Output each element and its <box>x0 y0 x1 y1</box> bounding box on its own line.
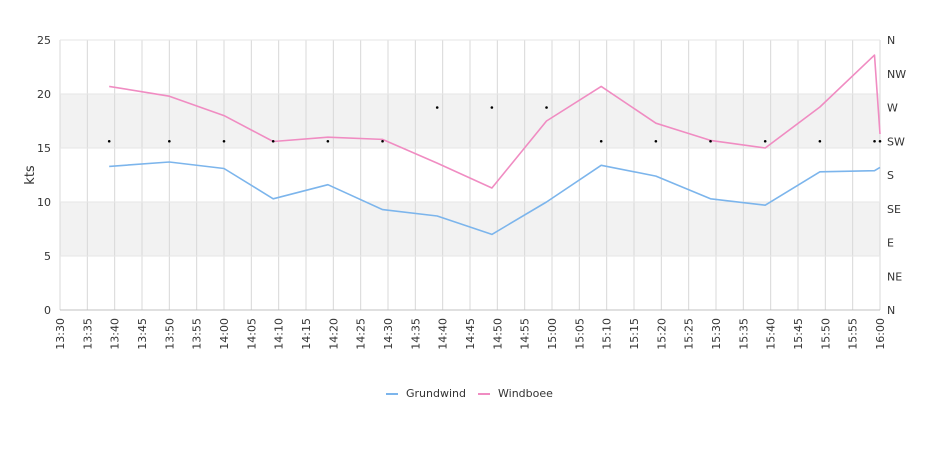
x-tick-label: 13:40 <box>109 318 122 350</box>
series-line-windboee <box>109 54 881 189</box>
direction-point <box>490 106 494 109</box>
x-tick-label: 13:45 <box>136 318 149 350</box>
x-tick-label: 15:10 <box>601 318 614 350</box>
y-tick-label: 5 <box>44 250 51 263</box>
y-tick-label: 25 <box>37 34 51 47</box>
direction-point <box>818 139 822 143</box>
direction-point <box>545 106 548 109</box>
direction-tick-label: N <box>887 304 895 317</box>
direction-point <box>168 139 171 143</box>
direction-tick-label: E <box>887 237 894 250</box>
x-tick-label: 14:00 <box>218 318 231 350</box>
y-tick-label: 15 <box>37 142 51 155</box>
direction-point <box>107 139 111 143</box>
direction-tick-label: SW <box>887 135 905 148</box>
x-tick-label: 14:40 <box>437 318 450 350</box>
direction-tick-label: N <box>887 34 895 47</box>
direction-point <box>222 139 226 143</box>
x-tick-label: 15:20 <box>655 318 668 350</box>
x-tick-label: 13:30 <box>54 318 67 350</box>
x-axis: 13:30 13:35 13:40 13:45 13:50 13:55 14:00 14:05… <box>54 318 887 350</box>
x-tick-label: 15:50 <box>819 318 832 350</box>
x-tick-label: 16:00 <box>874 318 887 350</box>
direction-tick-label: SE <box>887 203 901 216</box>
x-tick-label: 14:35 <box>409 318 422 350</box>
x-tick-label: 15:15 <box>628 318 641 350</box>
legend[interactable]: Grundwind Windboee <box>386 387 553 400</box>
direction-point <box>709 139 712 143</box>
y-tick-label: 0 <box>44 304 51 317</box>
direction-point <box>599 139 603 143</box>
direction-point <box>763 139 767 143</box>
x-tick-label: 14:55 <box>519 318 532 350</box>
legend-label: Grundwind <box>406 387 466 400</box>
series-lines <box>109 54 881 236</box>
x-tick-label: 14:20 <box>327 318 340 350</box>
direction-points <box>107 106 882 143</box>
x-tick-label: 15:35 <box>737 318 750 350</box>
x-tick-label: 15:40 <box>765 318 778 350</box>
x-tick-label: 15:00 <box>546 318 559 350</box>
direction-tick-label: W <box>887 102 898 115</box>
direction-point <box>654 139 658 143</box>
y-axis-label: kts <box>23 165 38 185</box>
direction-point <box>435 106 439 109</box>
x-tick-label: 14:25 <box>355 318 368 350</box>
y-axis-left: 0 5 10 15 20 25 <box>37 34 51 317</box>
x-tick-label: 15:45 <box>792 318 805 350</box>
y-axis-right-direction: N NE E SE S SW W NW N <box>887 34 906 317</box>
x-tick-label: 14:50 <box>491 318 504 350</box>
series-line-grundwind <box>109 161 881 236</box>
y-tick-label: 10 <box>37 196 51 209</box>
x-tick-label: 14:05 <box>245 318 258 350</box>
x-tick-label: 15:05 <box>573 318 586 350</box>
direction-point <box>873 139 876 143</box>
y-tick-label: 20 <box>37 88 51 101</box>
x-tick-label: 14:15 <box>300 318 313 350</box>
x-tick-label: 15:25 <box>683 318 696 350</box>
x-tick-label: 15:55 <box>847 318 860 350</box>
x-tick-label: 13:35 <box>81 318 94 350</box>
grid-lines <box>59 39 881 311</box>
legend-label: Windboee <box>498 387 553 400</box>
direction-tick-label: S <box>887 169 894 182</box>
direction-tick-label: NW <box>887 68 906 81</box>
x-tick-label: 14:30 <box>382 318 395 350</box>
direction-tick-label: NE <box>887 270 902 283</box>
direction-point <box>326 139 330 143</box>
x-tick-label: 15:30 <box>710 318 723 350</box>
x-tick-label: 13:55 <box>191 318 204 350</box>
x-tick-label: 14:10 <box>273 318 286 350</box>
x-tick-label: 13:50 <box>163 318 176 350</box>
direction-point <box>381 139 384 143</box>
x-tick-label: 14:45 <box>464 318 477 350</box>
direction-point <box>271 139 275 143</box>
direction-point <box>878 139 882 143</box>
